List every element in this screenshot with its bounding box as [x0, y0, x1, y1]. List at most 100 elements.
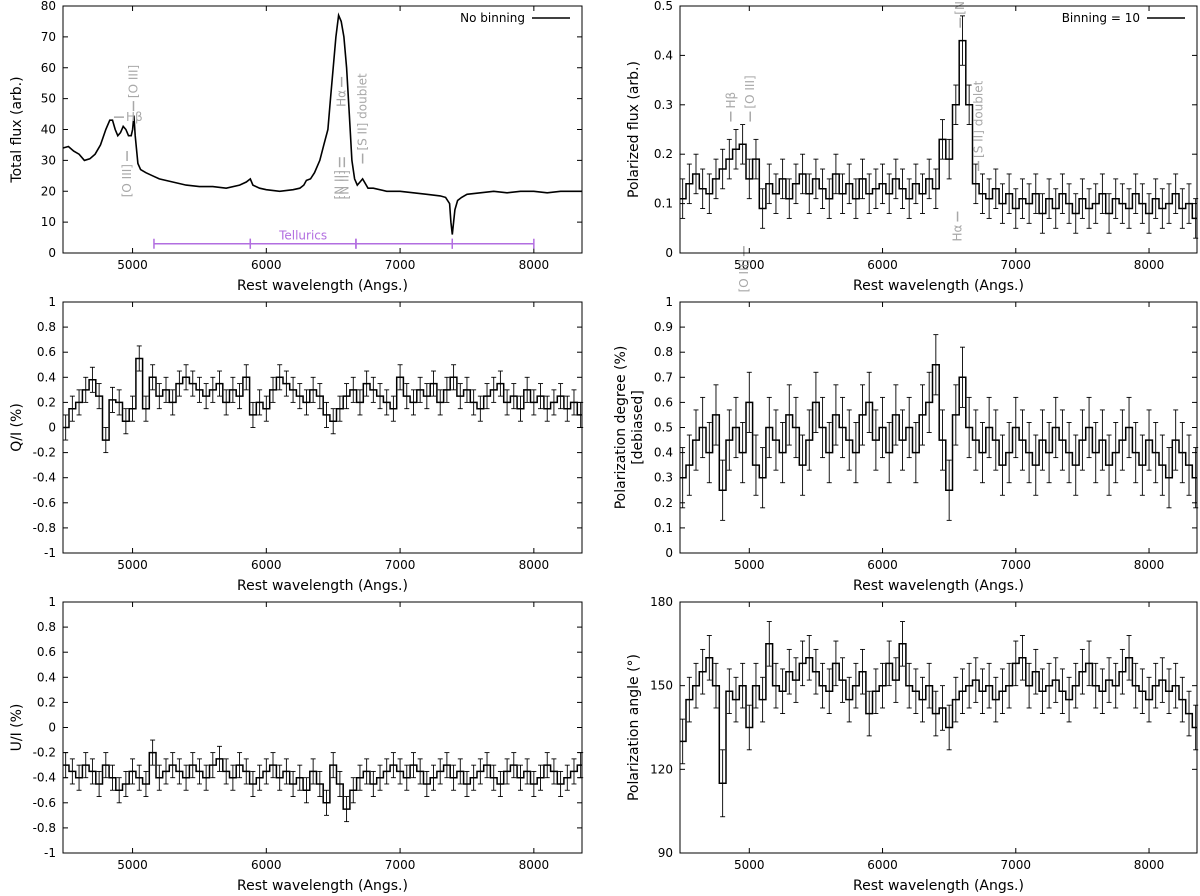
- y-axis-label: Polarization angle (°): [626, 654, 642, 801]
- y-tick-label: 1: [48, 295, 56, 309]
- x-tick-label: 7000: [385, 258, 416, 272]
- panel-polarized-flux: 0 0.1 0.2 0.3 0.4 0.5 5000 6000 7000 8000 Rest wav…: [626, 0, 1199, 294]
- y-tick-label: 60: [41, 61, 56, 75]
- y-tick-label: 70: [41, 30, 56, 44]
- x-tick-label: 7000: [385, 858, 416, 872]
- x-axis-label: Rest wavelength (Angs.): [853, 578, 1024, 594]
- plot-frame: [62, 601, 583, 854]
- panel-q-over-i: -1 -0.8 -0.6 -0.4 -0.2 0 0.2 0.4 0.6 0.8 1 5000 6000…: [9, 295, 584, 594]
- x-tick-label: 5000: [734, 258, 765, 272]
- plot-frame: [679, 301, 1198, 554]
- y-tick-label: 0.5: [654, 421, 673, 435]
- annotation-label: [N II]: [333, 170, 347, 199]
- y-tick-label: -0.8: [33, 521, 56, 535]
- annotation-label: [N II]: [953, 0, 967, 15]
- x-tick-label: 8000: [1134, 258, 1165, 272]
- y-tick-label: 0.3: [654, 98, 673, 112]
- x-tick-label: 6000: [251, 858, 282, 872]
- x-tick-label: 6000: [867, 558, 898, 572]
- y-tick-label: 0.9: [654, 320, 673, 334]
- y-tick-label: -0.8: [33, 821, 56, 835]
- annotation-label: Hβ: [724, 92, 738, 109]
- y-tick-label: 20: [41, 184, 56, 198]
- annotation-label: [O III]: [126, 65, 140, 98]
- plot-frame: [62, 5, 583, 254]
- plot-frame: [679, 601, 1198, 854]
- y-axis-label: Q/I (%): [9, 403, 25, 452]
- annotation-label: Hα: [335, 90, 349, 107]
- y-tick-label: 0.4: [37, 370, 56, 384]
- x-tick-label: 5000: [734, 858, 765, 872]
- y-tick-label: 0: [48, 246, 56, 260]
- x-tick-label: 7000: [1001, 258, 1032, 272]
- legend-label: No binning: [460, 11, 525, 25]
- x-tick-label: 7000: [1001, 558, 1032, 572]
- tellurics-label: Tellurics: [278, 229, 327, 243]
- y-tick-label: 0: [48, 421, 56, 435]
- y-tick-label: 0.8: [654, 345, 673, 359]
- y-tick-label: 0.6: [654, 395, 673, 409]
- y-tick-label: 10: [41, 215, 56, 229]
- y-axis-label: Polarized flux (arb.): [626, 61, 642, 198]
- x-tick-label: 6000: [867, 258, 898, 272]
- y-axis-label: U/I (%): [9, 704, 25, 752]
- y-tick-label: 0.7: [654, 370, 673, 384]
- y-tick-label: 0.3: [654, 471, 673, 485]
- y-tick-label: 0.5: [654, 0, 673, 13]
- y-tick-label: 0.4: [654, 446, 673, 460]
- x-axis-label: Rest wavelength (Angs.): [853, 878, 1024, 894]
- annotation-label: [S II] doublet: [971, 80, 985, 158]
- y-tick-label: 90: [658, 846, 673, 860]
- y-tick-label: 180: [650, 595, 673, 609]
- y-tick-label: -0.4: [33, 771, 56, 785]
- y-tick-label: 0.4: [654, 48, 673, 62]
- x-tick-label: 7000: [385, 558, 416, 572]
- y-axis-label: Total flux (arb.): [9, 76, 25, 183]
- annotation-label: Hα: [951, 224, 965, 241]
- y-tick-label: -0.4: [33, 471, 56, 485]
- panel-polarization-degree: 0 0.1 0.2 0.3 0.4 0.5 0.6 0.7 0.8 0.9 1 5000 6000 700…: [613, 295, 1199, 594]
- y-tick-label: 0.1: [654, 197, 673, 211]
- x-axis-label: Rest wavelength (Angs.): [237, 278, 408, 294]
- series-line: [62, 12, 582, 235]
- panel-u-over-i: -1 -0.8 -0.6 -0.4 -0.2 0 0.2 0.4 0.6 0.8 1 5000 6000…: [9, 595, 584, 894]
- panel-total-flux: 0 10 20 30 40 50 60 70 80 5000 6000 7000 8000 Rest wa…: [9, 0, 583, 294]
- y-tick-label: 0: [665, 546, 673, 560]
- y-tick-label: -1: [44, 546, 56, 560]
- x-tick-label: 5000: [734, 558, 765, 572]
- x-tick-label: 6000: [867, 858, 898, 872]
- x-tick-label: 5000: [117, 258, 148, 272]
- y-tick-label: -0.6: [33, 496, 56, 510]
- x-tick-label: 5000: [117, 858, 148, 872]
- y-tick-label: 150: [650, 679, 673, 693]
- series-step-line: [680, 364, 1197, 492]
- series-step-line: [680, 39, 1197, 220]
- y-tick-label: 1: [665, 295, 673, 309]
- series-step-line: [63, 357, 582, 441]
- y-tick-label: 40: [41, 123, 56, 137]
- x-tick-label: 8000: [519, 558, 550, 572]
- y-tick-label: 0.6: [37, 345, 56, 359]
- y-axis-label-secondary: [debiased]: [630, 390, 646, 465]
- x-tick-label: 8000: [1134, 558, 1165, 572]
- y-tick-label: 120: [650, 762, 673, 776]
- y-tick-label: -1: [44, 846, 56, 860]
- annotation-label: [O III]: [743, 75, 757, 108]
- x-tick-label: 5000: [117, 558, 148, 572]
- x-axis-label: Rest wavelength (Angs.): [853, 278, 1024, 294]
- series-step-line: [680, 643, 1197, 785]
- panel-polarization-angle: 90 120 150 180 5000 6000 7000 8000 Rest waveleng…: [626, 595, 1199, 894]
- plot-frame: [62, 301, 583, 554]
- y-tick-label: -0.6: [33, 796, 56, 810]
- y-tick-label: 50: [41, 92, 56, 106]
- x-tick-label: 8000: [519, 258, 550, 272]
- annotation-label: [S II] doublet: [356, 73, 370, 151]
- x-axis-label: Rest wavelength (Angs.): [237, 578, 408, 594]
- x-tick-label: 8000: [1134, 858, 1165, 872]
- y-tick-label: 0.4: [37, 670, 56, 684]
- y-tick-label: 0.2: [37, 395, 56, 409]
- y-tick-label: 0.2: [654, 496, 673, 510]
- y-tick-label: 0.8: [37, 620, 56, 634]
- annotation-label: Hβ: [126, 110, 143, 124]
- y-tick-label: 0.6: [37, 645, 56, 659]
